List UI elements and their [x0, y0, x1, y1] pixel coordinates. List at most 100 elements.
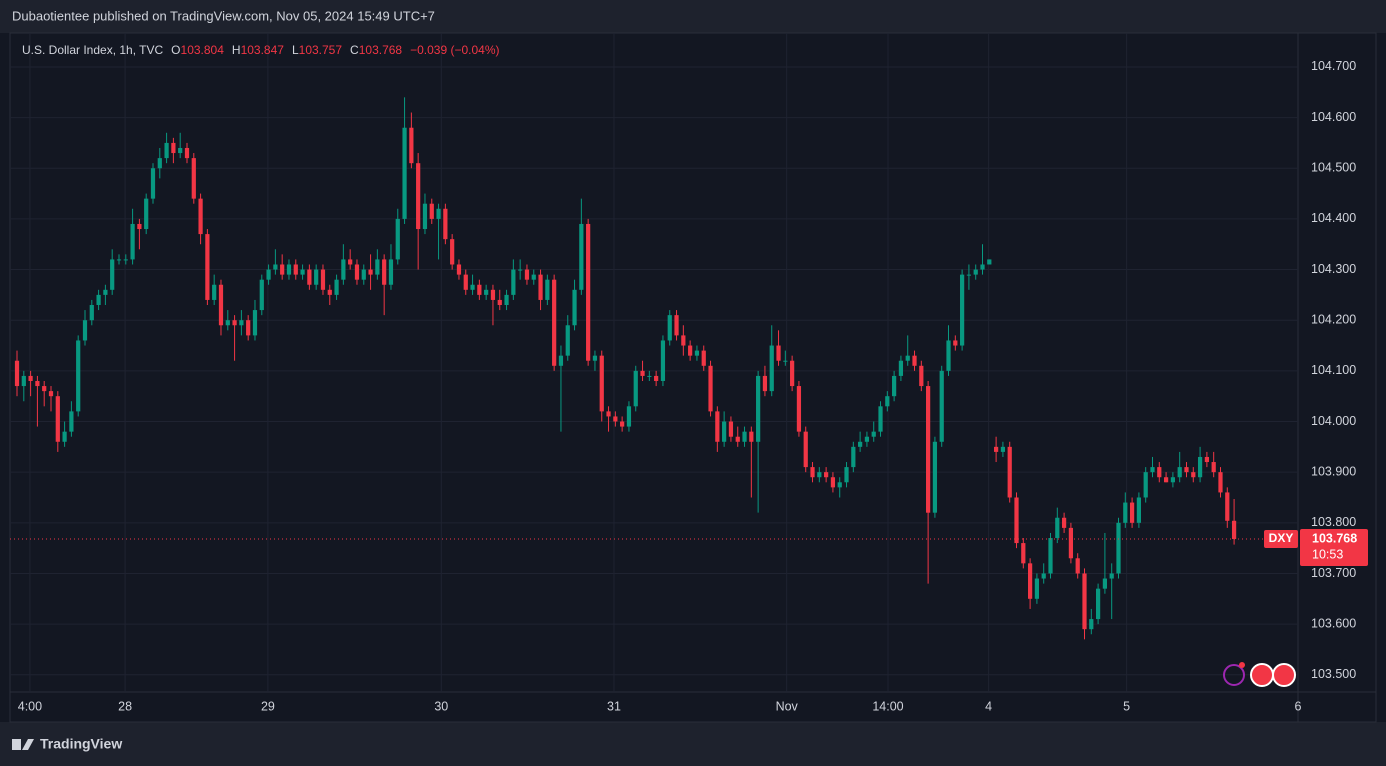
x-tick-label: 4:00: [18, 699, 42, 713]
candle-body: [225, 320, 230, 326]
candle-body: [110, 259, 115, 290]
candle-body: [375, 259, 380, 275]
candle-body: [538, 274, 543, 300]
candle-body: [1014, 497, 1019, 544]
logo: [22, 739, 34, 750]
candle-body: [837, 482, 842, 488]
candle-body: [762, 375, 768, 392]
x-tick-label: 4: [985, 699, 992, 713]
legend-change: −0.039 (−0.04%): [410, 43, 499, 57]
brand-text: TradingView: [40, 736, 122, 752]
candle-body: [48, 391, 54, 397]
candle-body: [1211, 462, 1216, 473]
candle-body: [477, 284, 482, 295]
y-tick-label: 103.500: [1311, 667, 1356, 681]
chart-frame: [9, 32, 1377, 723]
legend-value: 103.757: [299, 43, 343, 57]
candle-body: [511, 269, 516, 295]
candle-body: [1136, 497, 1142, 523]
candle-body: [504, 294, 509, 306]
candle-body: [885, 396, 890, 407]
icon[interactable]: [1223, 664, 1245, 686]
candle-body: [1225, 492, 1230, 521]
candle-body: [783, 360, 788, 362]
candle-body: [756, 375, 761, 442]
candle-body: [932, 441, 938, 513]
candle-body: [320, 269, 326, 290]
candle-body: [572, 289, 577, 326]
candle-body: [402, 127, 407, 219]
candle-body: [361, 269, 366, 280]
flag-icon[interactable]: [1272, 663, 1296, 687]
candle-body: [844, 467, 849, 483]
candle-body: [694, 350, 700, 356]
candle-body: [858, 441, 863, 447]
candle-body: [1231, 520, 1237, 540]
candle-body: [35, 380, 40, 387]
candle-body: [490, 289, 496, 300]
candle-body: [21, 375, 26, 387]
candle-body: [912, 355, 917, 366]
candle-body: [218, 284, 224, 326]
candle-body: [810, 467, 815, 478]
legend-letter: C: [350, 43, 359, 57]
legend-value: 103.768: [359, 43, 403, 57]
candle-body: [1048, 538, 1053, 574]
legend-value: 103.804: [181, 43, 225, 57]
candle-body: [660, 340, 666, 381]
legend: U.S. Dollar Index, 1h, TVC O103.804 H103.8…: [22, 43, 500, 57]
candle-body: [341, 259, 346, 280]
y-tick-label: 104.600: [1311, 110, 1356, 124]
price-tag: 103.768 10:53 DXY: [1264, 529, 1368, 567]
event-icons[interactable]: [1223, 662, 1296, 687]
y-tick-label: 104.000: [1311, 414, 1356, 428]
candle-body: [246, 320, 251, 336]
candle-body: [871, 431, 876, 437]
candle-body: [69, 411, 74, 432]
candle-body: [960, 274, 965, 346]
candle-body: [1109, 573, 1114, 579]
candle-body: [1082, 573, 1087, 630]
candle-body: [103, 289, 108, 295]
candle-body: [558, 355, 564, 366]
candle-body: [824, 472, 829, 478]
candle-body: [817, 472, 822, 478]
header-text: Dubaotientee published on TradingView.co…: [12, 8, 435, 23]
candle-body: [293, 264, 298, 275]
candle-body: [1027, 563, 1033, 599]
candle-body: [701, 350, 706, 366]
candle-body: [395, 218, 400, 260]
candle-body: [749, 431, 754, 442]
x-tick-label: Nov: [776, 699, 799, 713]
candle-body: [164, 142, 169, 159]
legend-letter: L: [292, 43, 299, 57]
candle-body: [545, 279, 550, 300]
candle-body: [1129, 502, 1135, 523]
candle-body: [470, 284, 475, 290]
candle-body: [898, 360, 904, 376]
legend-letter: O: [171, 43, 180, 57]
candle-body: [592, 355, 598, 361]
y-tick-label: 104.700: [1311, 59, 1356, 73]
candle-body: [62, 431, 67, 442]
candle-body: [96, 294, 101, 306]
x-tick-label: 14:00: [872, 699, 903, 713]
candle-body: [388, 259, 394, 285]
candle-body: [354, 264, 360, 280]
candle-body: [178, 147, 183, 154]
legend-letter: H: [232, 43, 241, 57]
candle-body: [878, 406, 883, 432]
candle-body: [1157, 467, 1162, 478]
candle-body: [565, 325, 570, 356]
candle-body: [708, 365, 713, 412]
candle-body: [919, 365, 924, 387]
price-tag-countdown: 10:53: [1312, 547, 1343, 561]
candles: [10, 97, 1298, 640]
candle-body: [137, 223, 142, 230]
candle-body: [776, 345, 781, 361]
candle-body: [259, 279, 264, 311]
candle-body: [89, 305, 94, 321]
candle-body: [416, 163, 421, 230]
candle-body: [198, 198, 203, 235]
flag-icon[interactable]: [1250, 663, 1274, 687]
